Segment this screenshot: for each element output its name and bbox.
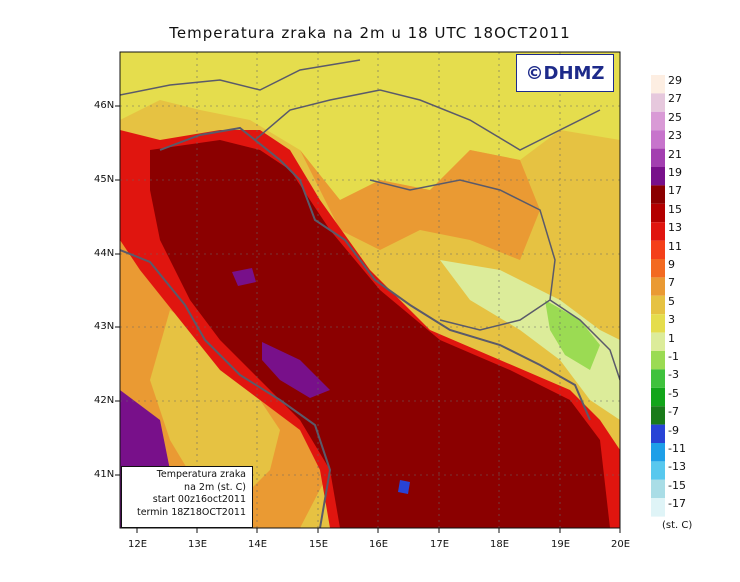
legend-label: 23 [668, 129, 682, 143]
latitude-label: 41N [94, 469, 115, 480]
legend-label: 15 [668, 202, 682, 216]
legend-swatch [651, 314, 665, 333]
latitude-label: 45N [94, 174, 115, 185]
legend-label: -3 [668, 368, 679, 382]
legend-unit: (st. C) [662, 520, 693, 531]
longitude-label: 20E [611, 539, 631, 550]
map-title: Temperatura zraka na 2m u 18 UTC 18OCT20… [169, 24, 571, 42]
color-legend-bar [651, 75, 665, 517]
land-orange-zone [300, 150, 540, 260]
legend-swatch [651, 443, 665, 462]
legend-swatch [651, 240, 665, 259]
legend-swatch [651, 203, 665, 223]
legend-label: 7 [668, 276, 675, 290]
coastline-italy [120, 249, 332, 528]
longitude-label: 15E [309, 539, 329, 550]
legend-swatch [651, 93, 665, 112]
land-warm-zone [120, 52, 620, 200]
legend-label: 27 [668, 92, 682, 106]
longitude-label: 18E [490, 539, 510, 550]
info-line-4: termin 18Z18OCT2011 [136, 506, 246, 518]
legend-swatch [651, 111, 665, 131]
border-serbia [549, 299, 620, 381]
legend-swatch [651, 479, 665, 499]
dhmz-logo: ©DHMZ [516, 54, 614, 92]
axis-ticks [115, 105, 621, 533]
longitude-label: 19E [551, 539, 571, 550]
adriatic-sea [150, 140, 610, 528]
legend-label: 1 [668, 331, 675, 345]
legend-swatch [651, 148, 665, 167]
legend-swatch [651, 167, 665, 186]
adriatic-purple-spot [232, 268, 256, 286]
legend-swatch [651, 332, 665, 351]
longitude-label: 16E [369, 539, 389, 550]
info-box: Temperatura zraka na 2m (st. C) start 00… [121, 466, 253, 528]
legend-label: -11 [668, 442, 686, 455]
legend-swatch [651, 424, 665, 443]
coastline-croatia [159, 126, 591, 421]
latitude-label: 44N [94, 248, 115, 259]
legend-label: -17 [668, 497, 686, 511]
legend-swatch [651, 277, 665, 296]
border-slovenia [254, 89, 381, 141]
adriatic-purple-patch [262, 342, 330, 398]
border-north [120, 59, 361, 96]
legend-swatch [651, 498, 665, 517]
legend-label: 19 [668, 166, 682, 179]
legend-label: 3 [668, 313, 675, 327]
legend-label: -1 [668, 350, 679, 363]
map-frame [119, 51, 621, 529]
legend-swatch [651, 406, 665, 425]
latitude-label: 43N [94, 321, 115, 332]
ionian-blue-spot [398, 480, 410, 494]
legend-label: 25 [668, 110, 682, 124]
longitude-label: 17E [430, 539, 450, 550]
legend-swatch [651, 295, 665, 315]
latitude-label: 46N [94, 100, 115, 111]
info-line-1: Temperatura zraka [156, 469, 246, 480]
legend-label: 9 [668, 258, 675, 271]
legend-label: -7 [668, 405, 679, 419]
legend-swatch [651, 259, 665, 278]
legend-swatch [651, 130, 665, 149]
legend-swatch [651, 222, 665, 241]
legend-label: 5 [668, 294, 675, 308]
legend-swatch [651, 369, 665, 388]
italy-inner [150, 310, 280, 500]
latitude-label: 42N [94, 395, 115, 406]
legend-label: -15 [668, 478, 686, 492]
legend-swatch [651, 75, 665, 94]
legend-label: -9 [668, 423, 679, 437]
legend-label: 11 [668, 239, 682, 253]
land-green-zone [545, 300, 600, 370]
grid-lines [120, 52, 620, 528]
border-bosnia [369, 179, 556, 331]
legend-label: 17 [668, 184, 682, 198]
legend-label: 21 [668, 147, 682, 161]
legend-label: 29 [668, 74, 682, 87]
legend-swatch [651, 461, 665, 480]
legend-label: 13 [668, 221, 682, 235]
info-line-2: na 2m (st. C) [184, 481, 246, 493]
legend-label: -5 [668, 386, 679, 400]
info-line-3: start 00z16oct2011 [152, 494, 246, 505]
land-cool-zone [440, 260, 620, 420]
longitude-label: 13E [188, 539, 208, 550]
border-hungary [379, 89, 601, 151]
legend-label: -13 [668, 460, 686, 474]
legend-swatch [651, 351, 665, 370]
legend-swatch [651, 387, 665, 407]
legend-swatch [651, 185, 665, 204]
longitude-label: 14E [248, 539, 268, 550]
longitude-label: 12E [128, 539, 148, 550]
